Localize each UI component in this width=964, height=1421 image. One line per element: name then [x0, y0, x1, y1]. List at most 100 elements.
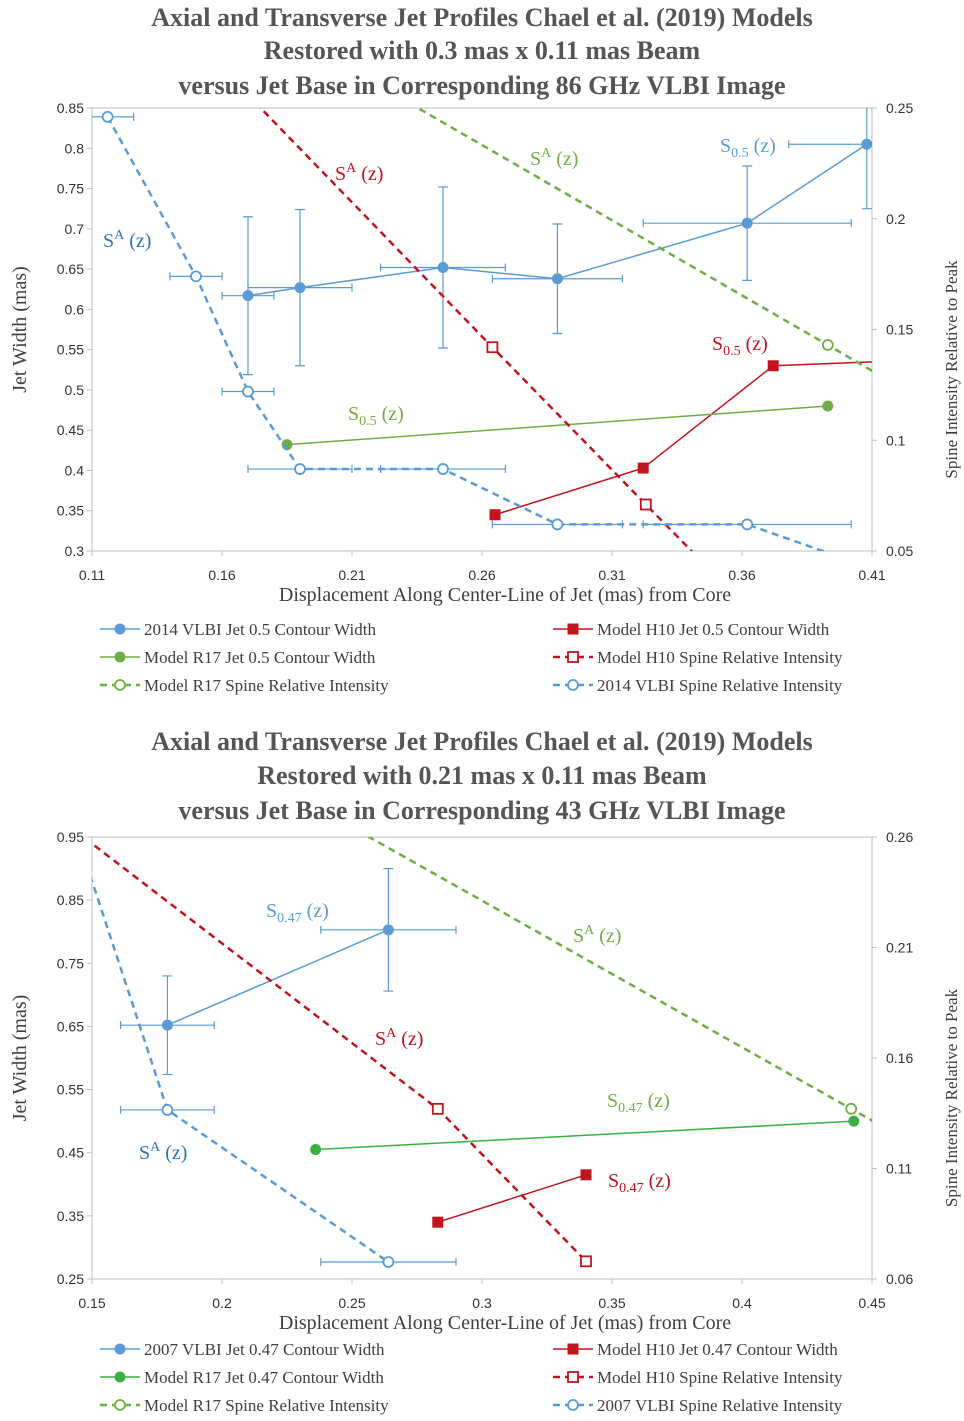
marker: [190, 270, 202, 283]
marker: [741, 217, 753, 229]
x-tick-label: 0.35: [598, 1295, 625, 1311]
x-tick-label: 0.31: [598, 567, 625, 583]
annotation-subscript: 0.47: [619, 1181, 644, 1196]
legend-entry: Model H10 Spine Relative Intensity: [553, 648, 843, 667]
y-axis-label: Jet Width (mas): [9, 995, 31, 1122]
annotation: SA (z): [573, 923, 621, 947]
marker: [437, 261, 449, 273]
annotation: SA (z): [335, 161, 383, 185]
marker: [161, 1019, 173, 1031]
annotation-subscript: 0.5: [731, 146, 749, 161]
marker: [489, 509, 501, 521]
annotation-rest: (z): [648, 1090, 670, 1112]
y2-tick-label: 0.06: [886, 1271, 913, 1287]
annotation: S0.5 (z): [348, 403, 404, 429]
annotation-rest: (z): [556, 148, 578, 170]
y2-axis-label: Spine Intensity Relative to Peak: [942, 260, 961, 479]
x-tick-label: 0.36: [728, 567, 755, 583]
y2-tick-label: 0.1: [886, 432, 906, 448]
marker: [382, 924, 394, 936]
marker: [242, 385, 254, 398]
annotation-rest: (z): [361, 163, 383, 185]
legend-entry: Model R17 Jet 0.47 Contour Width: [100, 1368, 384, 1387]
y-tick-label: 0.75: [57, 955, 84, 971]
annotation: SA (z): [375, 1026, 423, 1050]
y-tick-label: 0.65: [57, 1018, 84, 1034]
marker: [114, 679, 126, 691]
marker: [567, 1371, 579, 1383]
annotation-rest: (z): [649, 1170, 671, 1192]
marker: [567, 651, 579, 663]
marker: [114, 1371, 126, 1383]
marker: [114, 1399, 126, 1411]
marker: [822, 400, 834, 412]
plot-area: [92, 108, 903, 583]
marker: [437, 463, 449, 475]
y2-tick-label: 0.11: [886, 1161, 912, 1177]
series-line: [286, 405, 828, 446]
annotation: S0.5 (z): [720, 135, 776, 161]
legend-label: Model R17 Jet 0.47 Contour Width: [144, 1368, 384, 1387]
y-tick-label: 0.35: [57, 503, 84, 519]
series-line: [258, 108, 694, 551]
plot-frame: [91, 107, 873, 552]
legend-label: 2007 VLBI Spine Relative Intensity: [597, 1396, 843, 1415]
y-tick-label: 0.85: [57, 892, 84, 908]
legend-label: Model H10 Jet 0.47 Contour Width: [597, 1340, 838, 1359]
marker: [567, 623, 579, 635]
x-tick-label: 0.21: [338, 567, 365, 583]
annotation-rest: (z): [129, 230, 151, 252]
y-tick-label: 0.55: [57, 1082, 84, 1098]
legend-entry: Model R17 Jet 0.5 Contour Width: [100, 648, 376, 667]
series-line: [106, 116, 827, 551]
series-line: [437, 1174, 587, 1223]
annotation: S0.5 (z): [712, 333, 768, 359]
chart-title: versus Jet Base in Corresponding 43 GHz …: [178, 796, 785, 825]
annotation-base: S: [348, 403, 359, 425]
annotation-rest: (z): [307, 900, 329, 922]
marker: [767, 360, 779, 372]
y-tick-label: 0.45: [57, 1145, 84, 1161]
series-line: [247, 143, 868, 297]
annotation-superscript: A: [584, 923, 595, 938]
chart-title: Restored with 0.3 mas x 0.11 mas Beam: [264, 36, 701, 65]
marker: [741, 518, 754, 531]
marker: [431, 1102, 444, 1115]
series-line: [415, 108, 872, 373]
y-tick-label: 0.7: [65, 221, 85, 237]
marker: [861, 138, 872, 150]
marker: [114, 623, 126, 635]
annotation-base: S: [335, 163, 346, 185]
marker: [161, 1104, 174, 1116]
annotation-base: S: [573, 925, 584, 947]
annotation-superscript: A: [114, 228, 125, 243]
legend-label: 2014 VLBI Spine Relative Intensity: [597, 676, 843, 695]
chart-title: versus Jet Base in Corresponding 86 GHz …: [178, 71, 785, 100]
y-tick-label: 0.35: [57, 1208, 84, 1224]
marker: [101, 110, 114, 123]
x-tick-label: 0.25: [338, 1295, 365, 1311]
y2-tick-label: 0.25: [886, 100, 913, 116]
y-tick-label: 0.65: [57, 261, 84, 277]
series-line: [315, 1120, 854, 1151]
marker: [294, 282, 306, 294]
chart-title: Axial and Transverse Jet Profiles Chael …: [151, 727, 812, 756]
annotation-rest: (z): [382, 403, 404, 425]
annotation-base: S: [375, 1028, 386, 1050]
annotation: S0.47 (z): [608, 1170, 671, 1196]
y-tick-label: 0.55: [57, 342, 84, 358]
y2-axis-label: Spine Intensity Relative to Peak: [942, 988, 961, 1207]
marker: [551, 518, 564, 531]
annotation-base: S: [720, 135, 731, 157]
marker: [893, 573, 903, 583]
marker: [551, 273, 563, 285]
series-line: [494, 361, 872, 516]
marker: [310, 1144, 322, 1156]
annotation-superscript: A: [541, 146, 552, 161]
annotation: SA (z): [530, 146, 578, 170]
legend-label: Model R17 Jet 0.5 Contour Width: [144, 648, 376, 667]
x-axis-label: Displacement Along Center-Line of Jet (m…: [279, 1312, 731, 1334]
marker: [893, 1130, 903, 1140]
y-tick-label: 0.85: [57, 100, 84, 116]
